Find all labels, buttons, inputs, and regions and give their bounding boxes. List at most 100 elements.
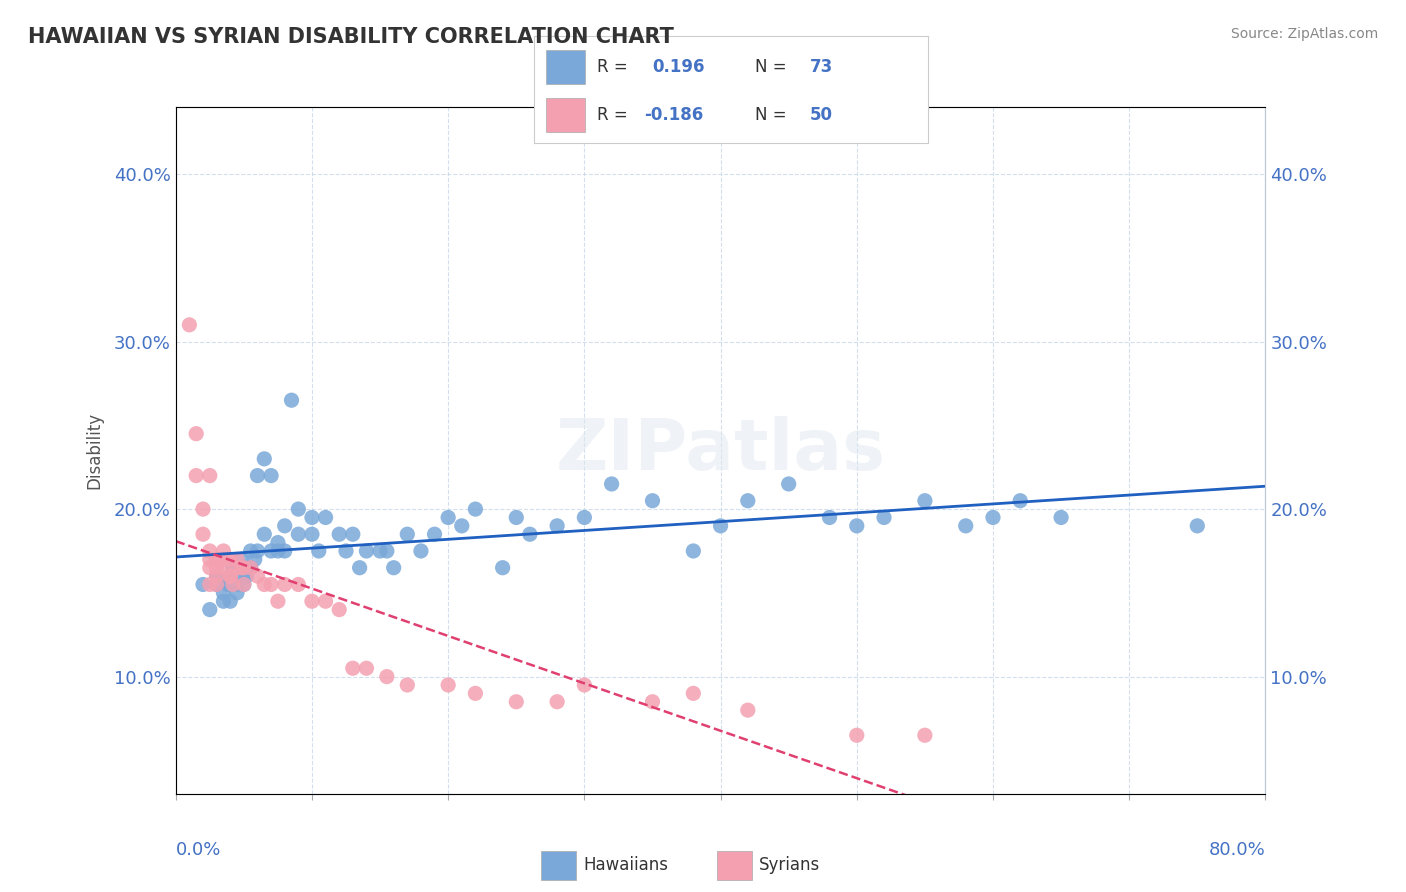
Point [226,577,249,591]
Point [437,678,460,692]
Point [280,393,302,408]
Point [217,577,239,591]
Point [205,577,228,591]
Text: Hawaiians: Hawaiians [583,856,668,874]
Point [253,527,276,541]
Text: 0.196: 0.196 [652,58,704,76]
Point [437,510,460,524]
Point [287,527,309,541]
Point [546,695,568,709]
Point [198,577,221,591]
Point [375,670,398,684]
Point [914,728,936,742]
Text: 80.0%: 80.0% [1209,841,1265,859]
Point [239,560,262,574]
Point [219,569,242,583]
Point [778,477,800,491]
Point [231,552,253,566]
Point [818,510,841,524]
Point [1187,519,1209,533]
Point [464,686,486,700]
Point [198,544,221,558]
FancyBboxPatch shape [541,851,576,880]
Point [574,678,596,692]
Point [232,560,254,574]
Point [955,519,977,533]
Point [222,560,245,574]
Point [235,569,257,583]
Point [212,552,235,566]
Point [396,678,419,692]
Point [274,577,297,591]
Text: -0.186: -0.186 [644,106,704,124]
Text: R =: R = [598,106,633,124]
Point [546,519,568,533]
Point [205,569,228,583]
Point [246,569,269,583]
Point [212,544,235,558]
Point [253,451,276,466]
Point [315,510,337,524]
Point [505,510,527,524]
Point [682,686,704,700]
Point [356,661,378,675]
Point [710,519,733,533]
Point [1050,510,1073,524]
Point [308,544,330,558]
Point [205,577,228,591]
Point [253,577,276,591]
Point [239,544,262,558]
Point [186,468,208,483]
Point [260,544,283,558]
Point [260,577,283,591]
Point [342,527,364,541]
Point [219,569,242,583]
Point [212,594,235,608]
Point [737,703,759,717]
Point [179,318,201,332]
Point [287,502,309,516]
Point [464,502,486,516]
Text: Syrians: Syrians [759,856,821,874]
Point [205,552,228,566]
Point [219,594,242,608]
Point [198,468,221,483]
FancyBboxPatch shape [717,851,752,880]
Point [231,560,253,574]
Point [246,468,269,483]
Text: R =: R = [598,58,633,76]
Point [226,560,249,574]
Point [342,661,364,675]
Point [1010,493,1032,508]
Point [226,560,249,574]
Point [198,560,221,574]
Point [219,569,242,583]
FancyBboxPatch shape [546,98,585,132]
Point [492,560,515,574]
Point [198,552,221,566]
Point [375,544,398,558]
Point [450,519,472,533]
Point [328,602,350,616]
Text: 73: 73 [810,58,834,76]
Point [505,695,527,709]
Point [212,586,235,600]
Point [981,510,1004,524]
Point [246,544,269,558]
Point [873,510,896,524]
Point [423,527,446,541]
Point [409,544,432,558]
Point [205,569,228,583]
Point [191,577,214,591]
Point [368,544,391,558]
Point [335,544,357,558]
Point [191,502,214,516]
Point [239,560,262,574]
FancyBboxPatch shape [546,50,585,84]
Point [267,535,290,549]
Point [845,728,868,742]
Point [349,560,371,574]
Point [737,493,759,508]
Point [267,594,290,608]
Point [191,527,214,541]
